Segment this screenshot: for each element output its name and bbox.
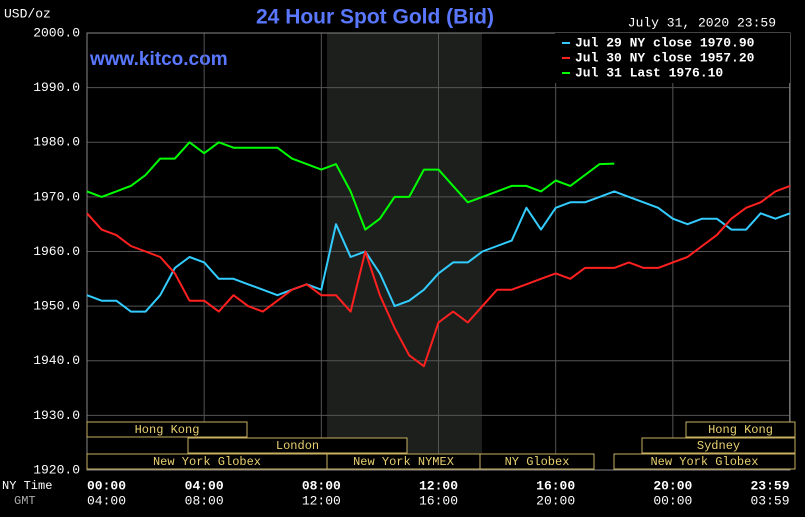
y-tick-label: 1940.0 xyxy=(33,353,80,368)
session-box xyxy=(479,453,595,470)
session-label: Hong Kong xyxy=(135,423,200,437)
x-tick-label: 20:00 xyxy=(653,478,692,493)
y-tick-label: 1980.0 xyxy=(33,135,80,150)
legend-entry: Jul 29 NY close 1970.90 xyxy=(575,35,755,50)
x2-tick-label: 12:00 xyxy=(302,493,341,508)
y-tick-label: 1960.0 xyxy=(33,244,80,259)
unit-label: USD/oz xyxy=(4,6,51,21)
session-box xyxy=(685,421,796,438)
session-box xyxy=(613,453,796,470)
y-tick-label: 1950.0 xyxy=(33,299,80,314)
y-tick-label: 1990.0 xyxy=(33,80,80,95)
x2-tick-label: 03:59 xyxy=(750,493,789,508)
session-label: New York Globex xyxy=(650,455,758,469)
legend-entry: Jul 31 Last 1976.10 xyxy=(575,65,723,80)
legend-entry: Jul 30 NY close 1957.20 xyxy=(575,50,755,65)
session-label: NY Globex xyxy=(505,455,570,469)
price-line xyxy=(86,184,791,368)
session-box xyxy=(641,437,796,454)
price-line xyxy=(86,190,791,313)
x-tick-label: 23:59 xyxy=(750,478,789,493)
timestamp: July 31, 2020 23:59 xyxy=(628,15,776,30)
y-tick-label: 1930.0 xyxy=(33,408,80,423)
x2-tick-label: 20:00 xyxy=(536,493,575,508)
session-box xyxy=(187,437,408,454)
x2-tick-label: 00:00 xyxy=(653,493,692,508)
x-tick-label: 16:00 xyxy=(536,478,575,493)
chart-title: 24 Hour Spot Gold (Bid) xyxy=(256,6,494,29)
x2-axis-label: GMT xyxy=(14,494,36,508)
x2-tick-label: 16:00 xyxy=(419,493,458,508)
y-tick-label: 1920.0 xyxy=(33,462,80,477)
x2-tick-label: 08:00 xyxy=(185,493,224,508)
plot-frame xyxy=(86,32,791,471)
y-tick-label: 1970.0 xyxy=(33,189,80,204)
watermark: www.kitco.com xyxy=(89,49,228,70)
x-tick-label: 04:00 xyxy=(185,478,224,493)
x-tick-label: 08:00 xyxy=(302,478,341,493)
x-tick-label: 00:00 xyxy=(87,478,126,493)
session-label: London xyxy=(276,439,319,453)
legend-box xyxy=(555,33,790,83)
x-axis-label: NY Time xyxy=(2,479,52,493)
y-tick-label: 2000.0 xyxy=(33,25,80,40)
session-label: New York Globex xyxy=(153,455,261,469)
session-label: Hong Kong xyxy=(708,423,773,437)
price-line xyxy=(86,141,615,231)
session-label: New York NYMEX xyxy=(353,455,454,469)
x2-tick-label: 04:00 xyxy=(87,493,126,508)
x-tick-label: 12:00 xyxy=(419,478,458,493)
session-box xyxy=(86,421,248,438)
session-label: Sydney xyxy=(697,439,740,453)
